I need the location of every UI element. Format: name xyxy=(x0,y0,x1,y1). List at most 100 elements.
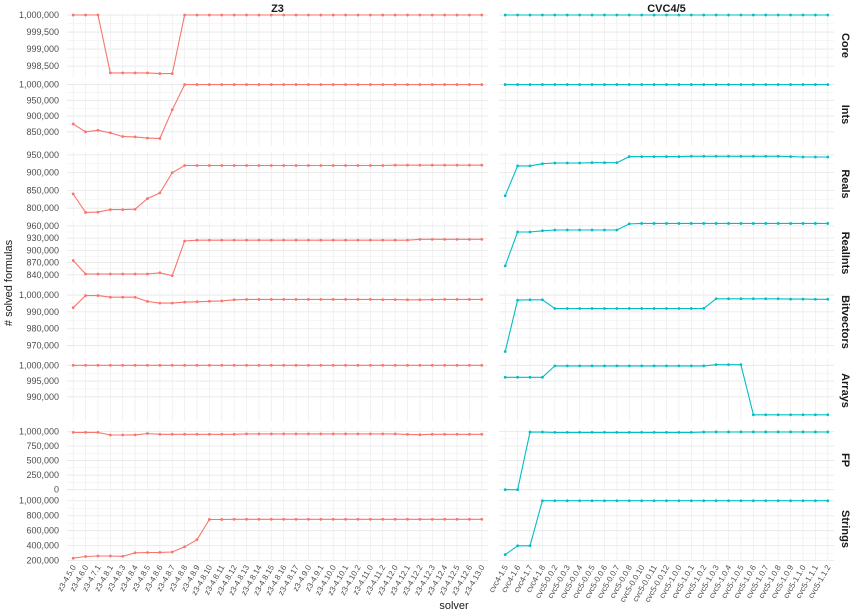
data-point-cvc4-5-ints xyxy=(541,83,544,86)
data-point-z3-core xyxy=(480,13,484,17)
data-point-z3-ints xyxy=(282,83,286,86)
data-point-cvc4-5-fp xyxy=(813,430,817,434)
facet-col-label-z3: Z3 xyxy=(271,3,284,15)
data-point-cvc4-5-ints xyxy=(528,83,532,86)
data-point-cvc4-5-core xyxy=(727,13,730,17)
data-point-z3-bitvectors xyxy=(108,295,112,299)
data-point-cvc4-5-strings xyxy=(541,499,544,503)
data-point-z3-realints xyxy=(220,238,224,242)
data-point-cvc4-5-ints xyxy=(503,83,507,86)
data-point-z3-reals xyxy=(393,163,397,167)
y-tick-label: 990,000 xyxy=(26,307,59,317)
data-point-cvc4-5-reals xyxy=(813,155,817,159)
data-point-cvc4-5-core xyxy=(578,13,582,17)
facet-col-label-cvc4-5: CVC4/5 xyxy=(647,3,686,15)
data-point-cvc4-5-reals xyxy=(739,154,743,158)
facet-row-label-ints: Ints xyxy=(839,105,851,125)
data-point-z3-arrays xyxy=(331,363,335,367)
data-point-z3-arrays xyxy=(96,363,100,367)
data-point-z3-realints xyxy=(368,238,372,242)
data-point-cvc4-5-reals xyxy=(640,155,644,159)
data-point-z3-arrays xyxy=(121,363,125,367)
data-point-cvc4-5-ints xyxy=(652,83,656,86)
y-tick-label: 960,000 xyxy=(26,221,59,231)
data-point-cvc4-5-bitvectors xyxy=(578,307,582,310)
axis-labels-layer: 998,500 999,000 999,500 1,000,000 850,000 900… xyxy=(19,10,833,604)
data-point-z3-strings xyxy=(108,554,112,558)
y-tick-label: 995,000 xyxy=(26,376,59,386)
data-point-z3-core xyxy=(133,71,137,75)
data-point-cvc4-5-realints xyxy=(813,222,817,225)
data-point-cvc4-5-core xyxy=(553,13,557,17)
data-point-z3-strings xyxy=(170,550,174,554)
data-point-z3-fp xyxy=(356,432,360,436)
data-point-z3-bitvectors xyxy=(480,298,484,301)
y-tick-label: 870,000 xyxy=(26,258,59,268)
data-point-z3-ints xyxy=(170,108,174,112)
y-tick-label: 1,000,000 xyxy=(19,80,59,90)
data-point-cvc4-5-reals xyxy=(776,154,780,158)
data-point-cvc4-5-fp xyxy=(603,430,606,434)
data-point-z3-fp xyxy=(195,432,199,436)
data-point-cvc4-5-reals xyxy=(516,164,520,168)
data-point-cvc4-5-strings xyxy=(553,499,557,503)
data-point-z3-reals xyxy=(245,164,248,167)
y-axis-title: # solved formulas xyxy=(3,239,15,326)
data-point-z3-arrays xyxy=(430,363,434,367)
data-point-cvc4-5-realints xyxy=(528,230,532,234)
data-point-z3-arrays xyxy=(170,363,174,367)
data-point-cvc4-5-ints xyxy=(751,83,755,86)
data-point-z3-realints xyxy=(207,238,211,242)
data-point-cvc4-5-strings xyxy=(776,499,780,503)
y-tick-label: 900,000 xyxy=(26,245,59,255)
data-point-z3-arrays xyxy=(282,363,286,367)
data-point-z3-core xyxy=(406,13,409,17)
data-point-z3-fp xyxy=(207,432,211,436)
y-tick-label: 1,000,000 xyxy=(19,290,59,300)
data-point-cvc4-5-fp xyxy=(652,430,656,434)
data-point-z3-realints xyxy=(71,259,75,262)
data-point-z3-strings xyxy=(418,517,422,521)
data-point-cvc4-5-realints xyxy=(776,222,780,225)
data-point-z3-reals xyxy=(282,164,286,167)
data-point-z3-ints xyxy=(183,83,187,86)
data-point-cvc4-5-arrays xyxy=(652,364,656,368)
data-point-z3-strings xyxy=(443,517,447,521)
data-point-cvc4-5-fp xyxy=(565,430,569,434)
series-line-z3-bitvectors xyxy=(72,295,482,309)
data-point-cvc4-5-reals xyxy=(652,155,656,159)
data-point-z3-core xyxy=(195,13,199,17)
data-point-z3-bitvectors xyxy=(282,298,286,301)
data-point-z3-strings xyxy=(430,517,434,521)
data-point-z3-realints xyxy=(381,238,385,242)
data-point-cvc4-5-realints xyxy=(714,222,718,225)
data-point-z3-arrays xyxy=(84,363,87,367)
data-point-z3-strings xyxy=(480,517,484,521)
data-point-z3-arrays xyxy=(183,363,187,367)
data-point-cvc4-5-reals xyxy=(553,161,557,165)
data-point-z3-realints xyxy=(96,272,100,276)
data-point-cvc4-5-strings xyxy=(739,499,743,503)
data-point-z3-strings xyxy=(344,517,348,521)
data-point-z3-bitvectors xyxy=(158,301,162,305)
data-point-z3-arrays xyxy=(245,363,248,367)
data-point-z3-ints xyxy=(71,122,75,126)
data-point-z3-fp xyxy=(121,433,125,437)
facet-row-label-reals: Reals xyxy=(839,169,851,198)
data-point-z3-arrays xyxy=(71,363,75,367)
data-point-cvc4-5-arrays xyxy=(677,364,681,368)
data-point-z3-fp xyxy=(368,432,372,436)
data-point-z3-reals xyxy=(232,164,236,167)
data-point-z3-ints xyxy=(406,83,409,86)
data-point-z3-core xyxy=(183,13,187,17)
data-point-z3-fp xyxy=(480,432,484,436)
data-point-z3-fp xyxy=(269,432,273,436)
data-point-cvc4-5-realints xyxy=(665,222,668,225)
data-point-cvc4-5-reals xyxy=(689,154,693,158)
data-point-cvc4-5-core xyxy=(541,13,544,17)
data-point-cvc4-5-bitvectors xyxy=(615,307,619,310)
data-point-cvc4-5-core xyxy=(615,13,619,17)
data-point-z3-core xyxy=(331,13,335,17)
data-point-z3-core xyxy=(71,13,75,17)
data-point-z3-core xyxy=(245,13,248,17)
